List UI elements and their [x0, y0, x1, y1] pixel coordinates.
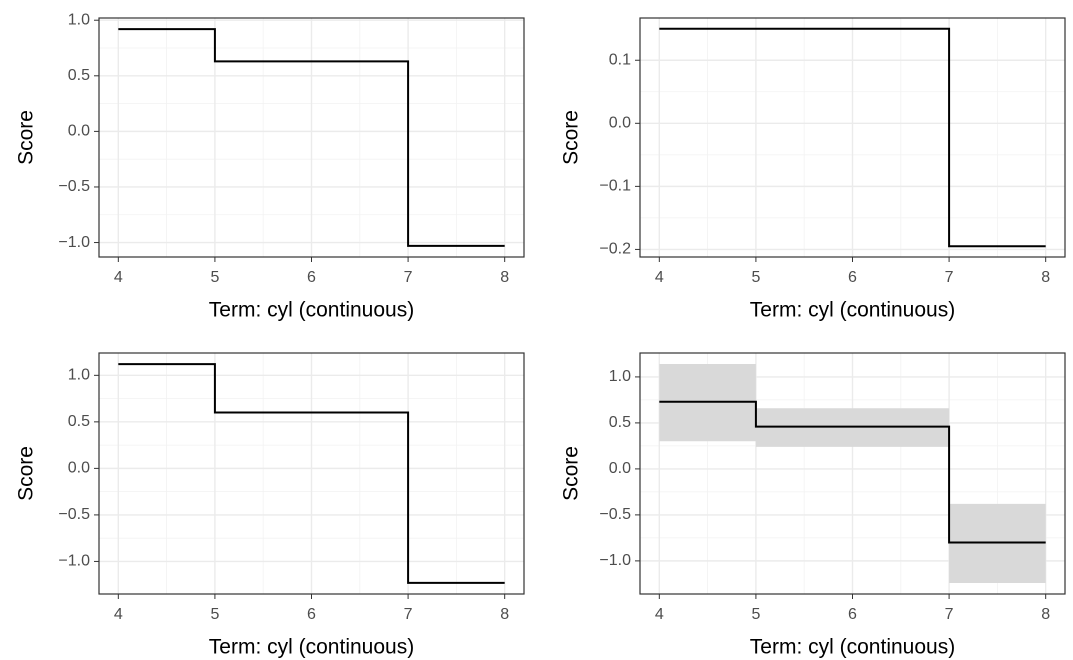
y-tick-label: −1.0 [58, 553, 90, 570]
step-line [118, 363, 505, 584]
y-tick-label: −1.0 [58, 234, 90, 251]
x-tick-label: 6 [307, 269, 316, 286]
x-tick-label: 8 [500, 269, 509, 286]
x-tick-label: 6 [848, 606, 857, 623]
y-tick-label: −1.0 [599, 552, 631, 569]
x-tick-label: 5 [751, 269, 760, 286]
x-tick-label: 5 [751, 606, 760, 623]
panel-border [639, 352, 1066, 595]
x-tick-label: 4 [114, 269, 123, 286]
x-tick-label: 6 [848, 269, 857, 286]
y-tick-label: 0.5 [68, 67, 90, 84]
x-axis-title: Term: cyl (continuous) [209, 636, 414, 659]
x-tick-label: 7 [945, 606, 954, 623]
panel-border [639, 17, 1066, 258]
y-tick-label: 0.5 [68, 413, 90, 430]
step-line [118, 28, 505, 247]
x-tick-label: 4 [655, 606, 664, 623]
x-tick-label: 5 [210, 606, 219, 623]
x-tick-label: 7 [945, 269, 954, 286]
y-axis-title: Score [560, 446, 583, 501]
y-tick-label: −0.5 [58, 178, 90, 195]
y-axis-title: Score [15, 446, 38, 501]
x-tick-label: 8 [1041, 606, 1050, 623]
step-line [659, 27, 1046, 248]
y-tick-label: −0.5 [599, 506, 631, 523]
y-tick-label: 0.0 [609, 115, 631, 132]
x-tick-label: 4 [655, 269, 664, 286]
x-tick-label: 5 [210, 269, 219, 286]
y-axis-title: Score [560, 110, 583, 165]
y-tick-label: −0.5 [58, 506, 90, 523]
x-axis-title: Term: cyl (continuous) [209, 299, 414, 322]
y-tick-label: 0.5 [609, 414, 631, 431]
y-tick-label: −0.1 [599, 178, 631, 195]
x-tick-label: 4 [114, 606, 123, 623]
y-tick-label: 0.0 [68, 460, 90, 477]
y-tick-label: 1.0 [68, 11, 90, 28]
panel-border [98, 17, 525, 258]
y-tick-label: 1.0 [609, 368, 631, 385]
y-tick-label: 0.0 [609, 460, 631, 477]
panel-border [98, 352, 525, 595]
y-tick-label: 1.0 [68, 367, 90, 384]
y-tick-label: −0.2 [599, 241, 631, 258]
x-tick-label: 6 [307, 606, 316, 623]
x-tick-label: 7 [404, 606, 413, 623]
y-tick-label: 0.0 [68, 123, 90, 140]
x-axis-title: Term: cyl (continuous) [750, 636, 955, 659]
x-tick-label: 8 [500, 606, 509, 623]
x-tick-label: 8 [1041, 269, 1050, 286]
x-tick-label: 7 [404, 269, 413, 286]
step-line [659, 400, 1046, 544]
y-axis-title: Score [15, 110, 38, 165]
y-tick-label: 0.1 [609, 51, 631, 68]
x-axis-title: Term: cyl (continuous) [750, 299, 955, 322]
